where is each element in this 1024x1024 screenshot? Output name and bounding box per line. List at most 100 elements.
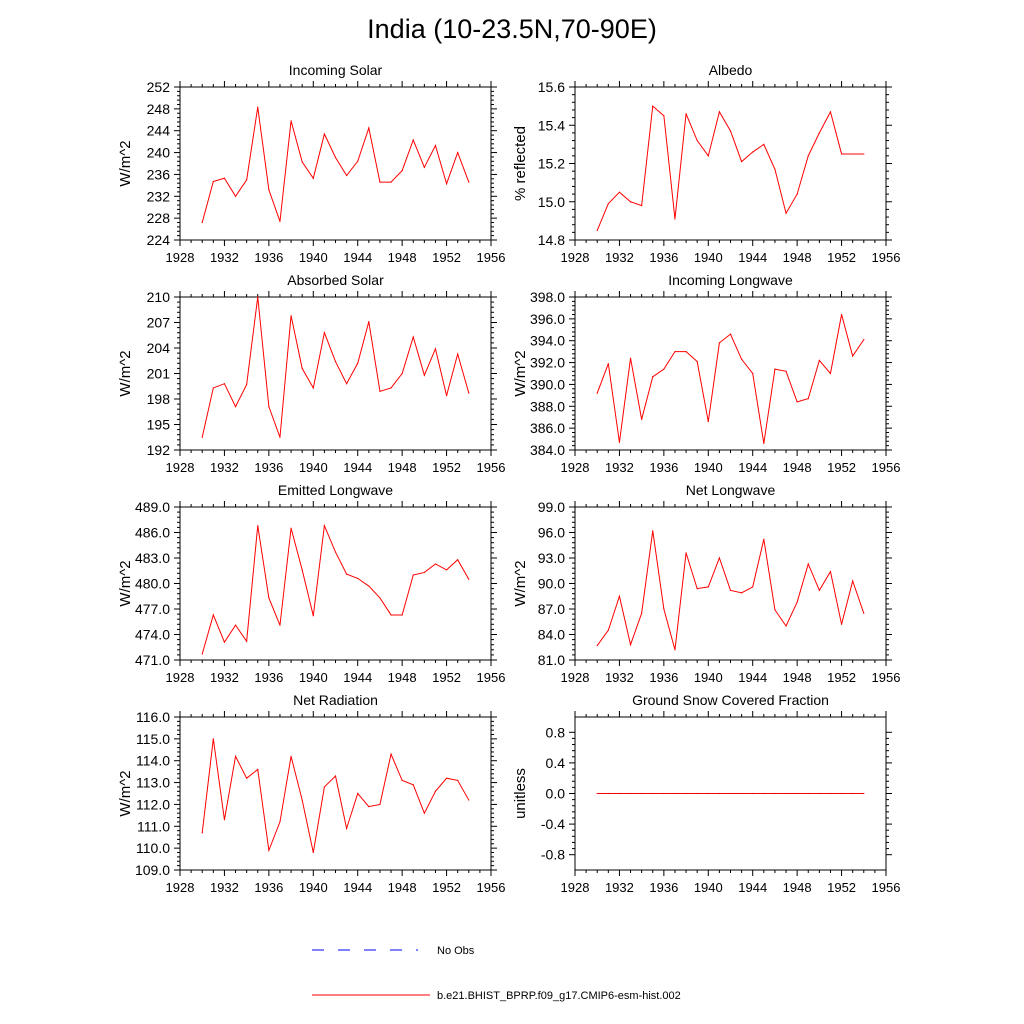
x-tick-label: 1956: [872, 250, 901, 265]
y-tick-label: 480.0: [135, 576, 170, 592]
panel-emitted-longwave: Emitted Longwave W/m^2 1928 1932 1936 1940 194…: [117, 482, 505, 685]
y-tick-label: 390.0: [530, 376, 565, 392]
data-point: [412, 336, 414, 338]
data-point: [618, 792, 621, 795]
data-point: [729, 130, 732, 132]
x-tick-label: 1928: [166, 250, 195, 265]
y-tick-label: 93.0: [538, 550, 565, 566]
x-tick-label: 1928: [166, 670, 195, 685]
data-point: [785, 625, 787, 627]
data-point: [223, 177, 226, 179]
x-tick-label: 1932: [605, 460, 634, 475]
x-tick-label: 1944: [738, 880, 767, 895]
data-point: [434, 144, 437, 147]
x-tick-label: 1952: [432, 250, 461, 265]
data-point: [741, 792, 743, 795]
y-tick-label: 198: [147, 391, 171, 407]
data-point: [234, 755, 237, 757]
data-point: [840, 153, 843, 155]
y-tick-label: 81.0: [538, 652, 565, 668]
data-point: [268, 406, 270, 408]
data-point: [412, 139, 414, 141]
legend: No Obs b.e21.BHIST_BPRP.f09_g17.CMIP6-es…: [312, 945, 681, 1002]
data-point: [423, 571, 425, 574]
data-point: [445, 395, 448, 397]
data-point: [334, 775, 337, 777]
data-point: [707, 792, 709, 795]
data-point: [807, 398, 809, 400]
x-tick-label: 1936: [254, 460, 283, 475]
y-tick-label: 228: [147, 210, 171, 226]
x-tick-label: 1944: [738, 670, 767, 685]
data-point: [468, 578, 470, 580]
panel-incoming-solar: Incoming Solar W/m^2 1928 1932 1936 1940 1944 1…: [117, 62, 505, 265]
x-tick-label: 1956: [872, 880, 901, 895]
y-tick-label: 248: [147, 101, 171, 117]
data-point: [212, 614, 214, 616]
panel-net-longwave: Net Longwave W/m^2 1928 1932 1936 1940 1944 194…: [512, 482, 900, 685]
data-point: [807, 155, 809, 157]
data-point: [763, 442, 765, 445]
data-point: [752, 151, 754, 153]
data-point: [674, 218, 676, 220]
data-point: [674, 351, 676, 353]
x-tick-label: 1948: [783, 670, 812, 685]
data-point: [629, 644, 632, 646]
y-tick-label: 486.0: [135, 525, 170, 541]
x-tick-label: 1928: [166, 880, 195, 895]
series-line: [201, 523, 470, 655]
data-point: [246, 383, 248, 386]
y-tick-label: 84.0: [538, 627, 565, 643]
data-point: [652, 530, 654, 532]
data-point: [596, 792, 598, 795]
data-point: [357, 577, 359, 580]
panel-absorbed-solar: Absorbed Solar W/m^2 1928 1932 1936 1940 1944 1…: [117, 272, 505, 475]
y-tick-label: 240: [147, 145, 171, 161]
y-tick-label: 109.0: [135, 862, 170, 878]
y-tick-label: 236: [147, 166, 171, 182]
data-point: [685, 792, 687, 795]
plot-frame: [574, 86, 887, 241]
data-point: [641, 418, 643, 420]
panel-title: Absorbed Solar: [287, 272, 384, 288]
x-tick-label: 1952: [827, 880, 856, 895]
y-tick-label: 192: [147, 442, 171, 458]
data-point: [718, 557, 720, 559]
series-line: [201, 738, 470, 853]
data-point: [685, 351, 687, 353]
data-point: [629, 792, 632, 795]
data-point: [290, 755, 292, 757]
data-point: [752, 792, 754, 795]
data-point: [434, 790, 437, 792]
data-point: [312, 615, 314, 617]
data-point: [412, 784, 414, 786]
data-point: [663, 608, 665, 610]
data-point: [201, 436, 203, 438]
data-point: [607, 792, 609, 795]
data-point: [223, 641, 226, 643]
data-point: [729, 333, 732, 335]
data-point: [423, 166, 425, 168]
data-point: [390, 753, 392, 755]
x-tick-label: 1936: [649, 880, 678, 895]
data-point: [607, 629, 609, 631]
data-point: [685, 552, 687, 554]
data-point: [323, 133, 325, 135]
data-point: [401, 779, 403, 781]
data-point: [774, 168, 776, 170]
x-tick-label: 1948: [388, 460, 417, 475]
x-tick-label: 1952: [432, 460, 461, 475]
data-point: [212, 180, 214, 183]
data-point: [707, 586, 709, 588]
data-point: [674, 792, 676, 795]
panel-title: Net Radiation: [293, 692, 378, 708]
y-tick-label: 474.0: [135, 627, 170, 643]
data-point: [390, 614, 392, 616]
data-point: [774, 792, 776, 795]
x-tick-label: 1932: [605, 670, 634, 685]
data-point: [852, 153, 854, 155]
y-tick-label: 471.0: [135, 652, 170, 668]
data-point: [652, 376, 654, 378]
x-tick-label: 1952: [432, 670, 461, 685]
